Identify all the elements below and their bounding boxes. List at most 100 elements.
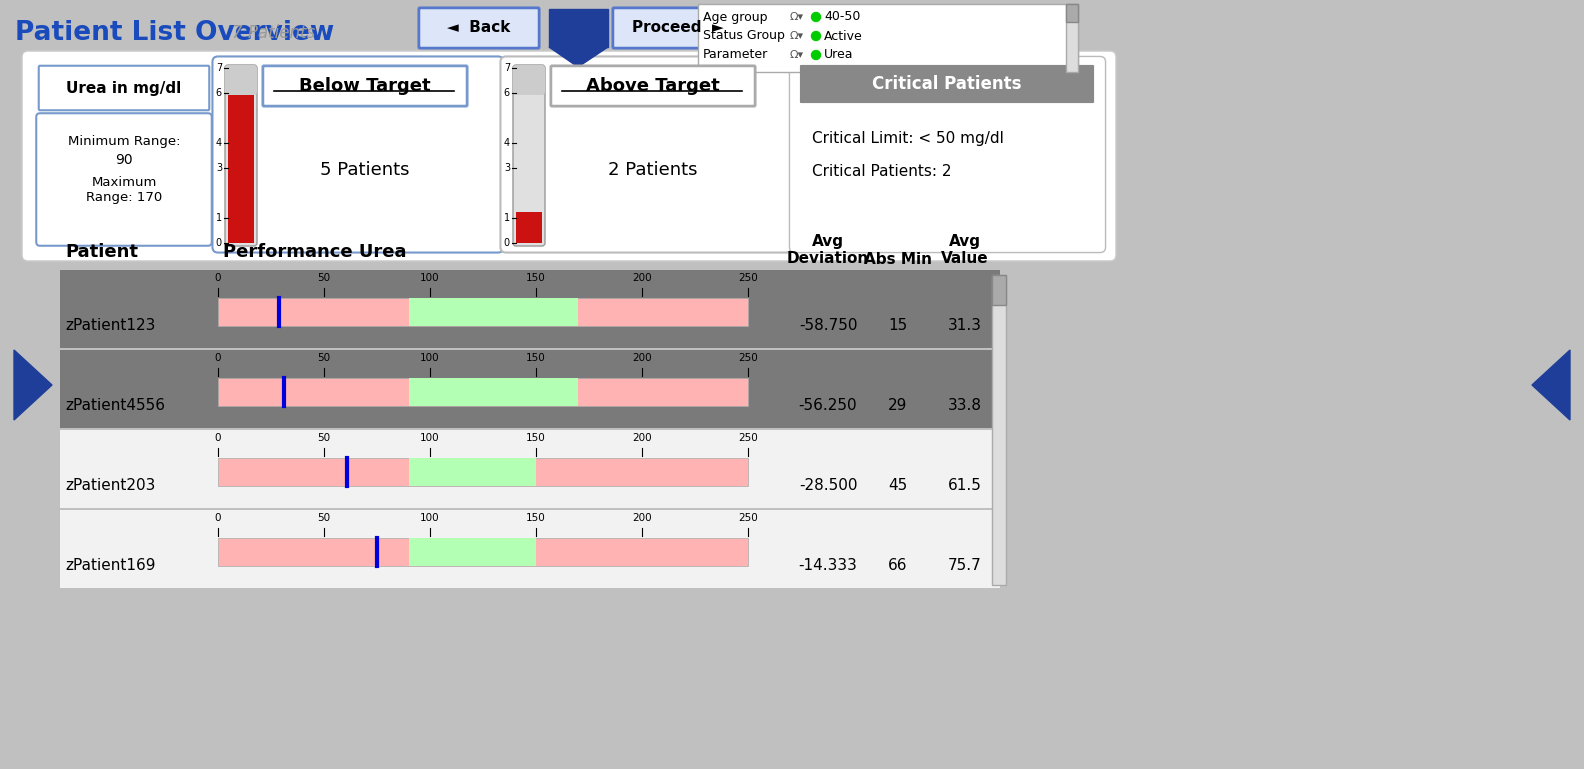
Bar	[516, 212, 542, 243]
Text: 61.5: 61.5	[949, 478, 982, 492]
Text: 50: 50	[317, 353, 331, 363]
Text: 100: 100	[420, 353, 440, 363]
Text: Above Target: Above Target	[586, 77, 719, 95]
Circle shape	[811, 12, 821, 22]
Text: Avg
Value: Avg Value	[941, 234, 988, 266]
Polygon shape	[1532, 350, 1570, 420]
Bar	[992, 275, 1006, 305]
FancyBboxPatch shape	[36, 113, 212, 246]
Text: 250: 250	[738, 513, 757, 523]
Text: 7: 7	[215, 63, 222, 73]
Text: 0: 0	[504, 238, 510, 248]
Text: 150: 150	[526, 433, 546, 443]
Text: 1: 1	[215, 213, 222, 223]
Text: 0: 0	[215, 513, 222, 523]
Text: 200: 200	[632, 433, 651, 443]
Circle shape	[811, 32, 821, 41]
Text: 90: 90	[116, 153, 133, 167]
Text: 1: 1	[504, 213, 510, 223]
Bar	[219, 298, 748, 326]
Text: -28.500: -28.500	[798, 478, 857, 492]
Polygon shape	[14, 350, 52, 420]
Text: 29: 29	[889, 398, 908, 412]
FancyBboxPatch shape	[501, 56, 792, 252]
Text: Age group: Age group	[703, 11, 768, 24]
Text: 2 Patients: 2 Patients	[608, 161, 697, 179]
Text: 200: 200	[632, 353, 651, 363]
Bar	[60, 270, 1000, 348]
Text: 6: 6	[504, 88, 510, 98]
Text: Performance Urea: Performance Urea	[223, 243, 407, 261]
Text: Range: 170: Range: 170	[86, 191, 162, 205]
Text: Proceed  ►: Proceed ►	[632, 21, 724, 35]
Bar	[992, 275, 1006, 585]
Text: 150: 150	[526, 353, 546, 363]
Text: 4: 4	[215, 138, 222, 148]
Text: Critical Limit: < 50 mg/dl: Critical Limit: < 50 mg/dl	[813, 131, 1004, 145]
Text: Parameter: Parameter	[703, 48, 768, 62]
FancyBboxPatch shape	[513, 65, 545, 95]
Text: 100: 100	[420, 513, 440, 523]
Text: Urea in mg/dl: Urea in mg/dl	[67, 81, 182, 95]
Polygon shape	[550, 9, 608, 47]
Text: -56.250: -56.250	[798, 398, 857, 412]
Text: Below Target: Below Target	[299, 77, 431, 95]
FancyBboxPatch shape	[418, 8, 539, 48]
Text: 50: 50	[317, 513, 331, 523]
Text: 0: 0	[215, 353, 222, 363]
Text: 50: 50	[317, 433, 331, 443]
Bar	[60, 510, 1000, 588]
Text: 50: 50	[317, 273, 331, 283]
Text: 3: 3	[504, 163, 510, 173]
Text: 0: 0	[215, 238, 222, 248]
FancyBboxPatch shape	[38, 65, 209, 110]
FancyBboxPatch shape	[800, 65, 1095, 103]
Text: Critical Patients: 2: Critical Patients: 2	[813, 165, 952, 179]
Text: ◄  Back: ◄ Back	[447, 21, 510, 35]
Text: zPatient123: zPatient123	[65, 318, 155, 332]
Bar	[409, 298, 578, 326]
Text: 100: 100	[420, 433, 440, 443]
Text: Abs Min: Abs Min	[863, 252, 931, 268]
Text: 0: 0	[215, 433, 222, 443]
Bar	[409, 458, 535, 486]
Text: 7 Patients: 7 Patients	[231, 24, 315, 42]
Text: zPatient4556: zPatient4556	[65, 398, 165, 412]
Text: 200: 200	[632, 513, 651, 523]
Bar	[1066, 4, 1079, 22]
Circle shape	[811, 51, 821, 59]
Text: 250: 250	[738, 433, 757, 443]
Text: Avg
Deviation: Avg Deviation	[787, 234, 870, 266]
Bar	[219, 378, 748, 406]
Text: 15: 15	[889, 318, 908, 332]
Text: 0: 0	[215, 273, 222, 283]
Text: 66: 66	[889, 558, 908, 572]
Text: 250: 250	[738, 353, 757, 363]
Text: 45: 45	[889, 478, 908, 492]
Bar	[699, 4, 1079, 72]
Bar	[228, 91, 253, 243]
Polygon shape	[550, 47, 608, 67]
FancyBboxPatch shape	[263, 66, 467, 106]
Bar	[409, 378, 578, 406]
Text: Critical Patients: Critical Patients	[873, 75, 1022, 93]
Text: 250: 250	[738, 273, 757, 283]
Text: Urea: Urea	[824, 48, 854, 62]
Text: 31.3: 31.3	[947, 318, 982, 332]
Text: -58.750: -58.750	[798, 318, 857, 332]
Text: Ω▾: Ω▾	[790, 31, 805, 41]
Bar	[409, 538, 535, 566]
Text: Patient List Overview: Patient List Overview	[14, 20, 334, 46]
Text: 6: 6	[215, 88, 222, 98]
Text: Maximum: Maximum	[92, 175, 157, 188]
Text: Ω▾: Ω▾	[790, 50, 805, 60]
FancyBboxPatch shape	[225, 65, 257, 95]
Text: 75.7: 75.7	[949, 558, 982, 572]
Bar	[60, 430, 1000, 508]
FancyBboxPatch shape	[22, 51, 1117, 261]
Bar	[1066, 4, 1079, 72]
Text: Status Group: Status Group	[703, 29, 786, 42]
Text: 200: 200	[632, 273, 651, 283]
Text: Minimum Range:: Minimum Range:	[68, 135, 181, 148]
Text: 33.8: 33.8	[947, 398, 982, 412]
